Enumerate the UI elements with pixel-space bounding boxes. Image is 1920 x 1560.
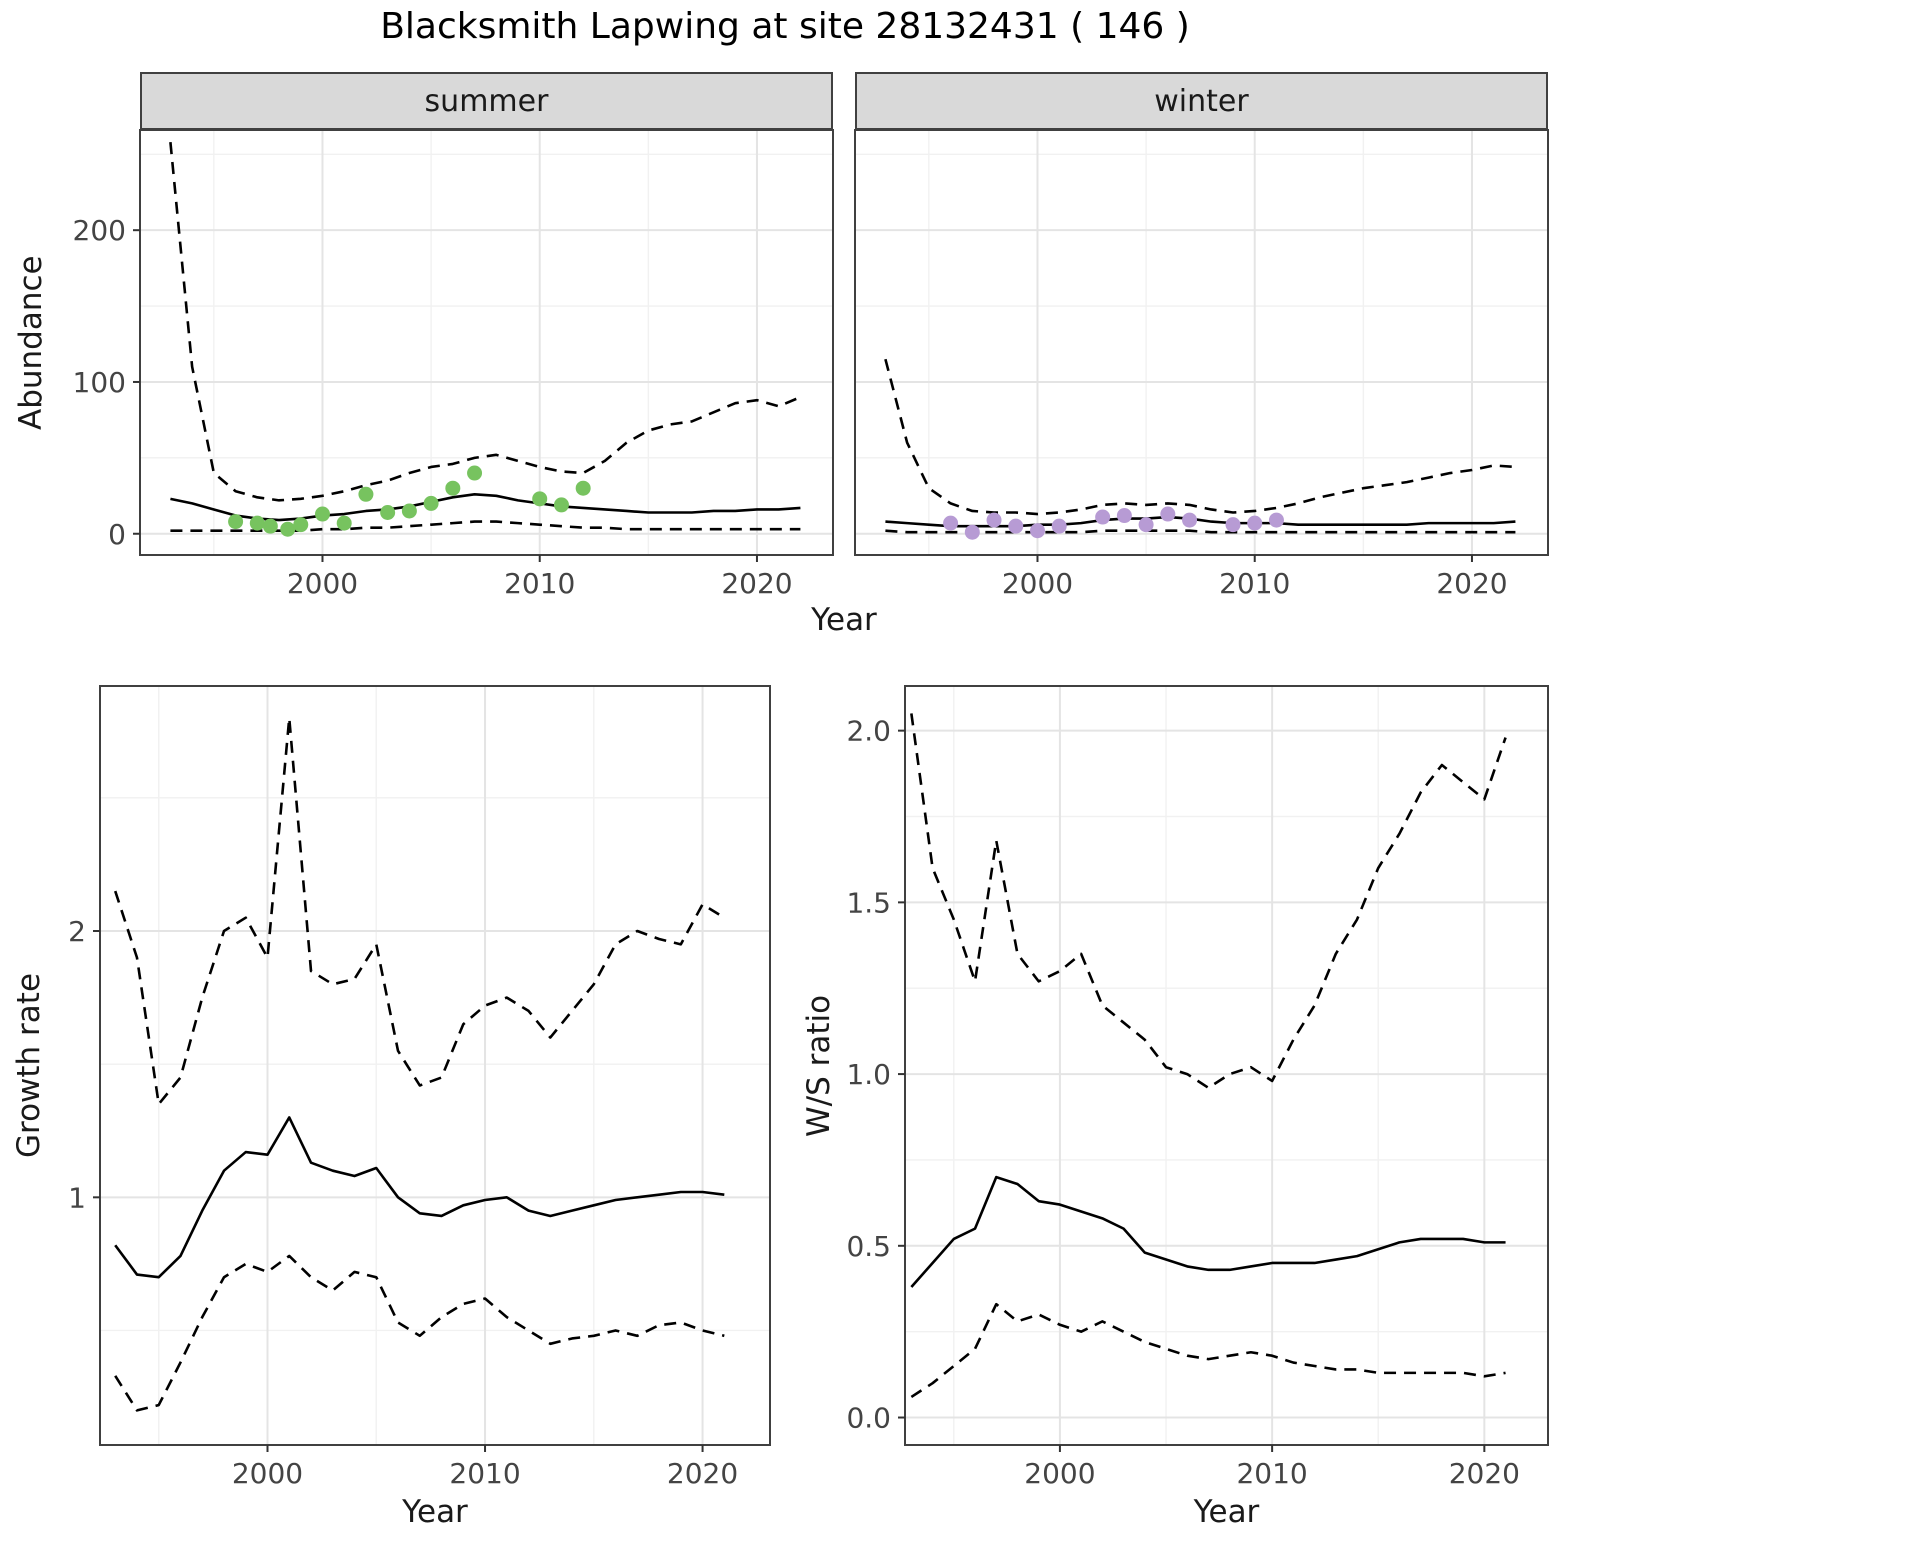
panel-background [855,130,1548,555]
ws-ratio-y-axis-label: W/S ratio [801,994,837,1137]
facet-strip-winter: winter [855,72,1548,130]
facet-strip-winter-label: winter [1154,83,1249,119]
summer-abundance-observed-count-point [358,486,374,502]
winter-abundance-observed-count-point [1182,512,1198,528]
ws-ratio-x-axis-label: Year [1193,1494,1260,1530]
x-tick-label: 2020 [721,567,792,600]
ws-ratio-panel: 2000 2010 2020 0.0 0.5 1.0 1.5 2.0 [846,685,1549,1490]
winter-abundance-observed-count-point [1116,508,1132,524]
facet-strip-summer-label: summer [424,83,549,119]
y-tick-label: 1 [68,1181,86,1214]
panel-border [139,129,834,556]
winter-abundance-observed-count-point [1225,517,1241,533]
x-tick-label: 2020 [667,1457,738,1490]
x-tick-label: 2000 [1002,567,1073,600]
summer-abundance-observed-count-point [532,491,548,507]
x-tick-label: 2010 [1219,567,1290,600]
summer-abundance-observed-count-point [293,517,309,533]
x-tick-label: 2000 [232,1457,303,1490]
y-tick-label: 200 [73,214,126,247]
summer-abundance-observed-count-point [336,515,352,531]
summer-abundance-observed-count-point [467,465,483,481]
y-tick-label: 0.5 [846,1230,891,1263]
abundance-y-axis-label: Abundance [13,255,49,430]
summer-abundance-observed-count-point [262,518,278,534]
facet-strip-summer: summer [140,72,833,130]
summer-abundance-observed-count-point [228,514,244,530]
y-tick-label: 100 [73,366,126,399]
y-tick-label: 1.5 [846,886,891,919]
summer-abundance-panel: 2000 2010 2020 0 100 200 [73,129,834,600]
y-tick-label: 1.0 [846,1058,891,1091]
chart-title: Blacksmith Lapwing at site 28132431 ( 14… [380,6,1190,47]
panel-background [100,686,770,1445]
panel-border [99,685,771,1446]
y-tick-label: 2.0 [846,715,891,748]
y-tick-label: 2 [68,915,86,948]
summer-abundance-observed-count-point [380,505,396,520]
winter-abundance-observed-count-point [1029,523,1045,539]
summer-abundance-median-line [170,492,801,522]
summer-abundance-observed-count-point [314,506,330,522]
winter-abundance-observed-count-point [943,515,959,531]
x-tick-label: 2020 [1436,567,1507,600]
summer-abundance-observed-count-point [553,497,569,513]
winter-abundance-observed-count-point [986,512,1002,528]
summer-abundance-observed-count-point [401,503,417,519]
x-tick-label: 2020 [1449,1457,1520,1490]
summer-abundance-observed-count-point [280,521,296,537]
y-tick-label: 0 [108,518,126,551]
ws-ratio-upper-ci-line [910,713,1507,1090]
winter-abundance-observed-count-point [1138,517,1154,533]
winter-abundance-observed-count-point [1268,512,1284,528]
winter-abundance-observed-count-point [1051,518,1067,534]
winter-abundance-observed-count-point [1247,515,1263,531]
x-tick-label: 2000 [287,567,358,600]
growth-rate-upper-ci-line [113,716,725,1106]
ws-ratio-lower-ci-line [910,1302,1506,1399]
growth-rate-x-axis-label: Year [402,1494,468,1530]
panel-background [140,130,833,555]
summer-abundance-observed-count-point [575,480,591,496]
summer-abundance-upper-ci-line [169,142,801,502]
x-tick-label: 2010 [449,1457,520,1490]
ws-ratio-median-line [910,1175,1506,1288]
y-tick-label: 0.0 [846,1402,891,1435]
winter-abundance-observed-count-point [964,524,980,540]
winter-abundance-lower-ci-line [885,529,1516,534]
panel-border [904,685,1549,1446]
growth-rate-y-axis-label: Growth rate [11,972,47,1159]
winter-abundance-observed-count-point [1008,518,1024,534]
winter-abundance-observed-count-point [1160,506,1176,522]
winter-abundance-observed-count-point [1095,509,1111,525]
top-x-axis-label: Year [811,602,877,638]
growth-rate-median-line [114,1116,725,1279]
winter-abundance-panel: 2000 2010 2020 [854,129,1549,600]
x-tick-label: 2010 [1236,1457,1307,1490]
x-tick-label: 2000 [1024,1457,1095,1490]
summer-abundance-observed-count-point [423,495,439,511]
panel-border [854,129,1549,556]
winter-abundance-upper-ci-line [884,358,1516,516]
x-tick-label: 2010 [504,567,575,600]
summer-abundance-observed-count-point [445,480,461,496]
growth-rate-panel: 2000 2010 2020 1 2 [68,685,771,1490]
summer-abundance-observed-count-point [249,515,265,531]
growth-rate-lower-ci-line [114,1254,725,1412]
